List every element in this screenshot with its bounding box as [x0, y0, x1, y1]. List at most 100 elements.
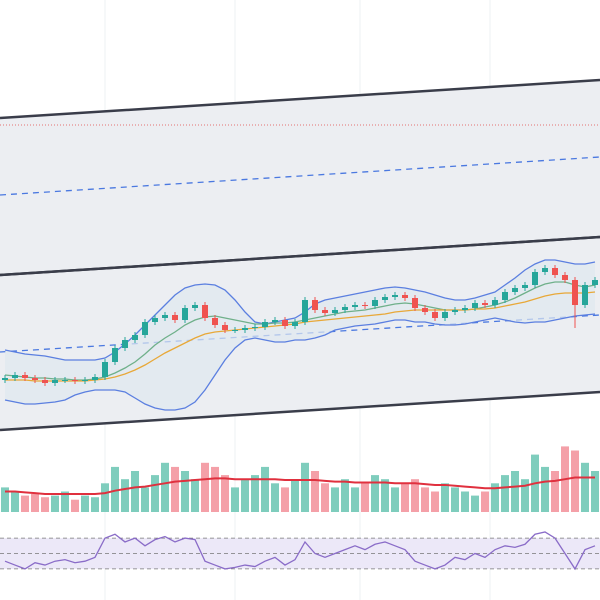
candle-body	[502, 292, 508, 300]
candle-body	[552, 268, 558, 275]
candle-body	[402, 295, 408, 298]
candle-body	[62, 380, 68, 381]
volume-bar	[551, 471, 559, 512]
candle-body	[302, 300, 308, 322]
candle-body	[522, 285, 528, 288]
candle-body	[482, 303, 488, 305]
volume-bar	[321, 483, 329, 512]
candle-body	[562, 275, 568, 280]
volume-bar	[151, 475, 159, 512]
candle-body	[422, 308, 428, 312]
volume-bar	[461, 491, 469, 512]
volume-bar	[381, 479, 389, 512]
volume-bar	[131, 471, 139, 512]
candle-body	[2, 378, 8, 380]
volume-bar	[351, 487, 359, 512]
volume-bar	[231, 487, 239, 512]
band-fill	[5, 260, 595, 410]
volume-bar	[411, 479, 419, 512]
candle-body	[202, 305, 208, 318]
volume-bar	[241, 479, 249, 512]
channel-line	[0, 235, 600, 277]
candle-body	[32, 378, 38, 380]
volume-bar	[81, 495, 89, 512]
candle-body	[392, 295, 398, 297]
volume-bar	[51, 495, 59, 512]
channel-fill	[0, 80, 600, 275]
channel-line	[0, 390, 600, 432]
candle-body	[472, 303, 478, 308]
candle-body	[542, 268, 548, 272]
volume-bar	[171, 466, 179, 512]
candle-body	[572, 280, 578, 305]
volume-bar	[501, 475, 509, 512]
candle-body	[182, 308, 188, 320]
volume-bar	[401, 483, 409, 512]
volume-bar	[471, 495, 479, 512]
candle-body	[412, 298, 418, 308]
volume-bar	[101, 483, 109, 512]
candle-body	[372, 300, 378, 306]
candle-body	[582, 285, 588, 305]
candle-body	[12, 375, 18, 378]
candle-body	[262, 322, 268, 327]
candle-body	[272, 320, 278, 322]
candle-body	[142, 322, 148, 335]
candle-body	[332, 310, 338, 313]
candle-body	[432, 312, 438, 318]
volume-bar	[61, 491, 69, 512]
candle-body	[252, 327, 258, 328]
moving-average	[5, 291, 596, 382]
channel-line	[0, 78, 600, 120]
volume-bar	[141, 487, 149, 512]
candle-body	[312, 300, 318, 310]
candle-body	[462, 308, 468, 310]
candle-body	[492, 300, 498, 305]
candle-body	[382, 297, 388, 300]
volume-bar	[341, 479, 349, 512]
candle-body	[152, 318, 158, 322]
candle-body	[352, 305, 358, 307]
candle-body	[112, 348, 118, 362]
volume-bar	[511, 471, 519, 512]
volume-bar	[591, 471, 599, 512]
volume-bar	[271, 483, 279, 512]
candle-body	[242, 328, 248, 330]
volume-bar	[251, 475, 259, 512]
volume-bar	[441, 483, 449, 512]
band-line	[4, 313, 596, 411]
candle-body	[292, 322, 298, 326]
volume-bar	[361, 483, 369, 512]
candle-body	[362, 305, 368, 306]
candle-body	[222, 325, 228, 330]
candle-body	[172, 315, 178, 320]
volume-bar	[491, 483, 499, 512]
candle-body	[192, 305, 198, 308]
volume-bar	[1, 487, 9, 512]
volume-bar	[211, 466, 219, 512]
volume-bar	[451, 487, 459, 512]
volume-bar	[191, 479, 199, 512]
volume-bar	[21, 495, 29, 512]
volume-bar	[281, 487, 289, 512]
candle-body	[532, 272, 538, 285]
volume-bar	[481, 491, 489, 512]
candle-body	[52, 380, 58, 383]
candle-body	[212, 318, 218, 325]
level-band	[0, 538, 600, 569]
candle-body	[82, 380, 88, 381]
volume-bar	[31, 493, 39, 512]
volume-bar	[91, 497, 99, 512]
candle-body	[342, 307, 348, 310]
candle-body	[442, 312, 448, 318]
volume-bar	[391, 487, 399, 512]
candle-body	[232, 330, 238, 331]
candle-body	[282, 320, 288, 326]
volume-bar	[41, 497, 49, 512]
candle-body	[92, 377, 98, 380]
rsi-line	[4, 531, 596, 571]
candle-body	[122, 340, 128, 348]
candle-body	[592, 280, 598, 285]
candle-body	[22, 375, 28, 378]
volume-bar	[11, 491, 19, 512]
